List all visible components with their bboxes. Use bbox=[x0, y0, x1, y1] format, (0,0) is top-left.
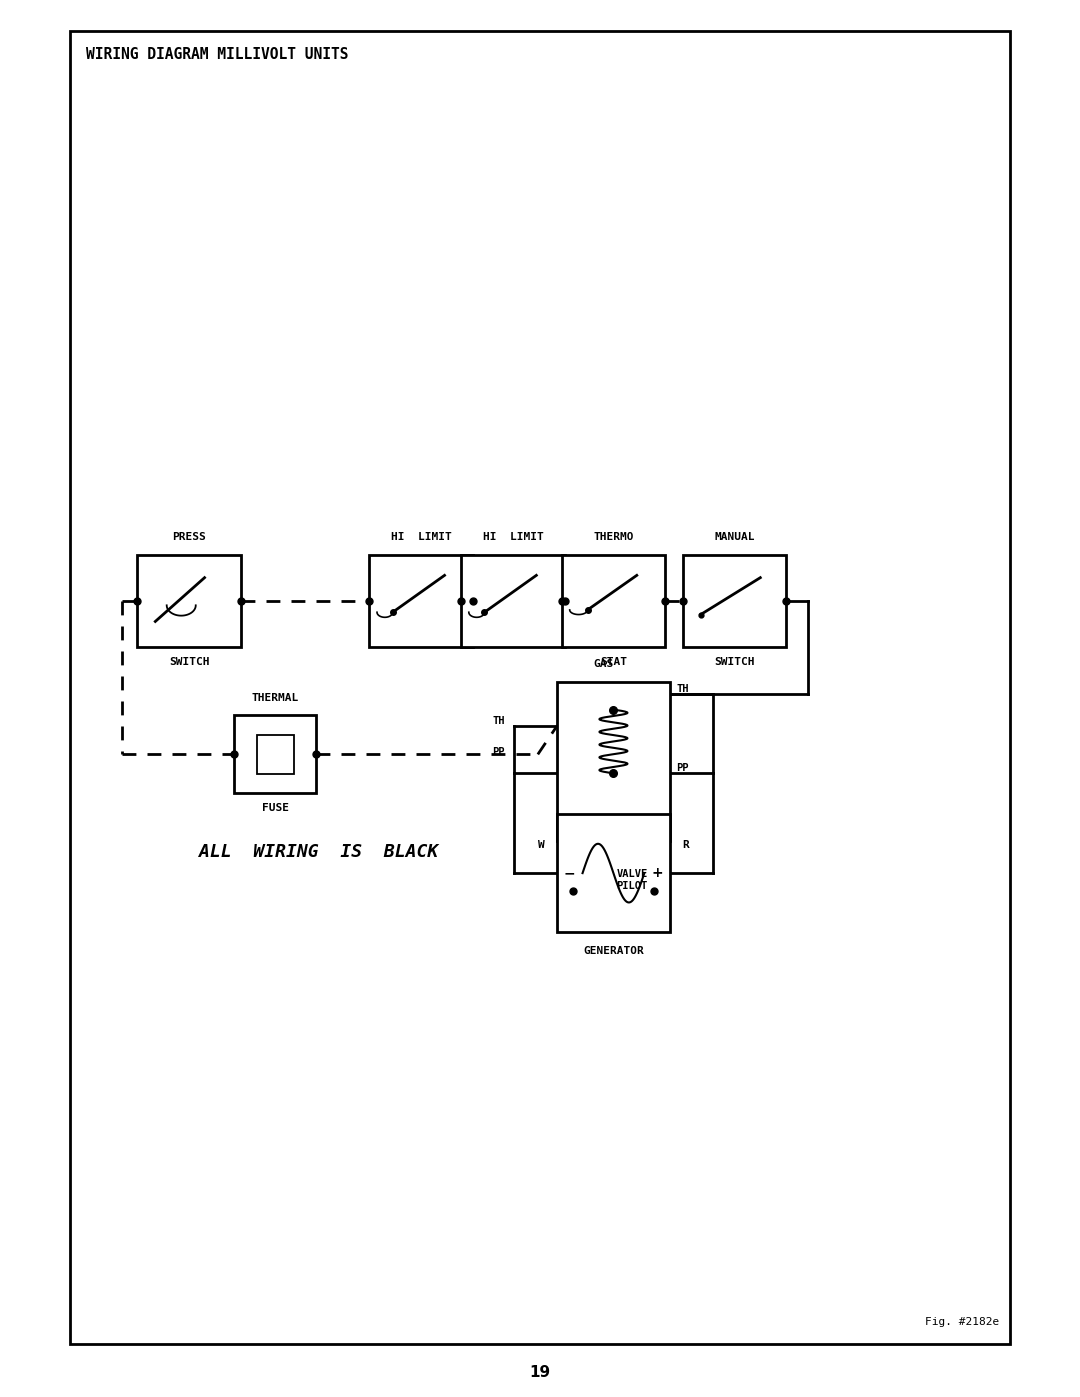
Text: PRESS: PRESS bbox=[172, 532, 206, 542]
Text: TH: TH bbox=[492, 715, 505, 725]
Text: HI  LIMIT: HI LIMIT bbox=[483, 532, 543, 542]
Text: HI  LIMIT: HI LIMIT bbox=[391, 532, 451, 542]
Text: PP: PP bbox=[492, 747, 505, 757]
Text: +: + bbox=[651, 866, 663, 880]
Text: GENERATOR: GENERATOR bbox=[583, 946, 644, 956]
Bar bbox=[683, 555, 786, 647]
Text: SWITCH: SWITCH bbox=[168, 657, 210, 666]
Text: ALL  WIRING  IS  BLACK: ALL WIRING IS BLACK bbox=[199, 844, 438, 861]
Bar bbox=[562, 555, 665, 647]
Text: MANUAL: MANUAL bbox=[714, 532, 755, 542]
Text: THERMAL: THERMAL bbox=[252, 693, 299, 703]
Bar bbox=[257, 735, 294, 774]
Text: FUSE: FUSE bbox=[261, 803, 289, 813]
Text: TH: TH bbox=[676, 683, 689, 694]
Text: GAS: GAS bbox=[594, 659, 615, 669]
Bar bbox=[137, 555, 241, 647]
Text: W: W bbox=[538, 840, 544, 849]
Bar bbox=[461, 555, 565, 647]
Text: Fig. #2182e: Fig. #2182e bbox=[924, 1317, 999, 1327]
Bar bbox=[557, 814, 670, 932]
Text: PP: PP bbox=[676, 763, 689, 774]
Text: SWITCH: SWITCH bbox=[714, 657, 755, 666]
Bar bbox=[70, 31, 1010, 1344]
Bar bbox=[234, 715, 316, 793]
Text: R: R bbox=[683, 840, 689, 849]
Text: −: − bbox=[564, 866, 576, 880]
Text: 19: 19 bbox=[529, 1365, 551, 1380]
Bar bbox=[557, 682, 670, 841]
Text: STAT: STAT bbox=[600, 657, 626, 666]
Text: THERMO: THERMO bbox=[593, 532, 634, 542]
Bar bbox=[369, 555, 473, 647]
Text: WIRING DIAGRAM MILLIVOLT UNITS: WIRING DIAGRAM MILLIVOLT UNITS bbox=[86, 47, 349, 63]
Text: VALVE
PILOT: VALVE PILOT bbox=[617, 869, 648, 890]
